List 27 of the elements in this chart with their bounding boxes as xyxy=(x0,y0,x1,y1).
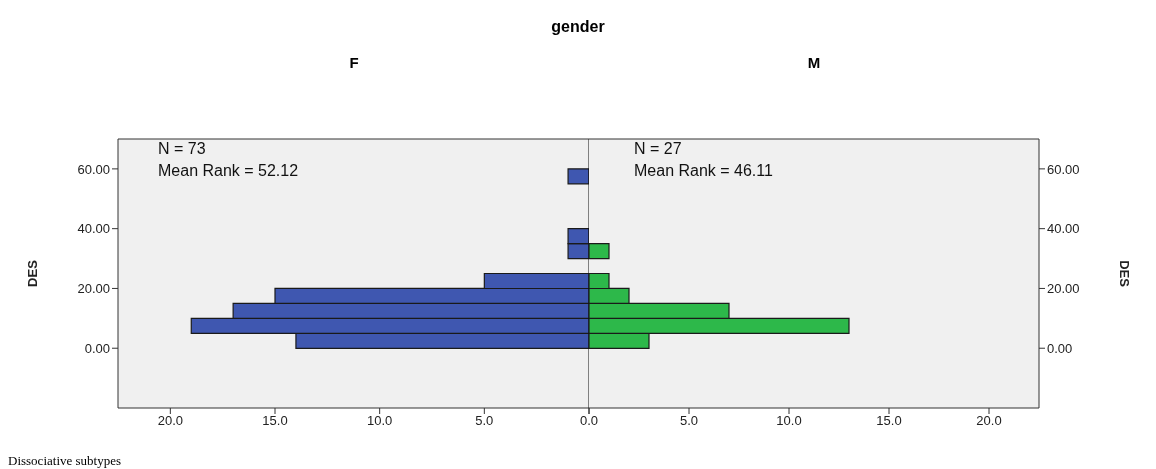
annotation: Mean Rank = 52.12 xyxy=(158,161,299,181)
x-tick-label: 5.0 xyxy=(475,413,494,429)
annotation: N = 27 xyxy=(634,139,683,159)
annotation: Mean Rank = 46.11 xyxy=(634,161,773,181)
x-tick-label: 15.0 xyxy=(876,413,902,429)
x-tick-label: 5.0 xyxy=(679,413,699,429)
y-tick-label: 40.00 xyxy=(1047,221,1080,237)
chart-subtitle: F xyxy=(348,54,360,71)
text: Dissociative subtypes xyxy=(8,453,122,469)
x-tick-label: 20.0 xyxy=(157,413,183,429)
y-tick-label: 20.00 xyxy=(77,281,110,297)
x-tick-label: 0.0 xyxy=(579,413,599,429)
annotation: N = 73 xyxy=(158,139,207,159)
x-tick-label: 10.0 xyxy=(367,413,393,429)
y-tick-label: 0.00 xyxy=(1047,340,1073,356)
y-tick-label: 20.00 xyxy=(1047,281,1080,297)
y-tick-label: 40.00 xyxy=(77,221,110,237)
y-tick-label: 60.00 xyxy=(1047,161,1080,177)
x-tick-label: 20.0 xyxy=(976,413,1002,429)
y-tick-label: 0.00 xyxy=(84,340,110,356)
chart-subtitle: M xyxy=(806,54,822,71)
x-tick-label: 10.0 xyxy=(776,413,802,429)
y-tick-label: 60.00 xyxy=(77,161,110,177)
y-axis-title: DES xyxy=(1117,260,1133,288)
x-tick-label: 15.0 xyxy=(262,413,288,429)
y-axis-title: DES xyxy=(24,259,40,287)
chart-title: gender xyxy=(550,18,606,36)
